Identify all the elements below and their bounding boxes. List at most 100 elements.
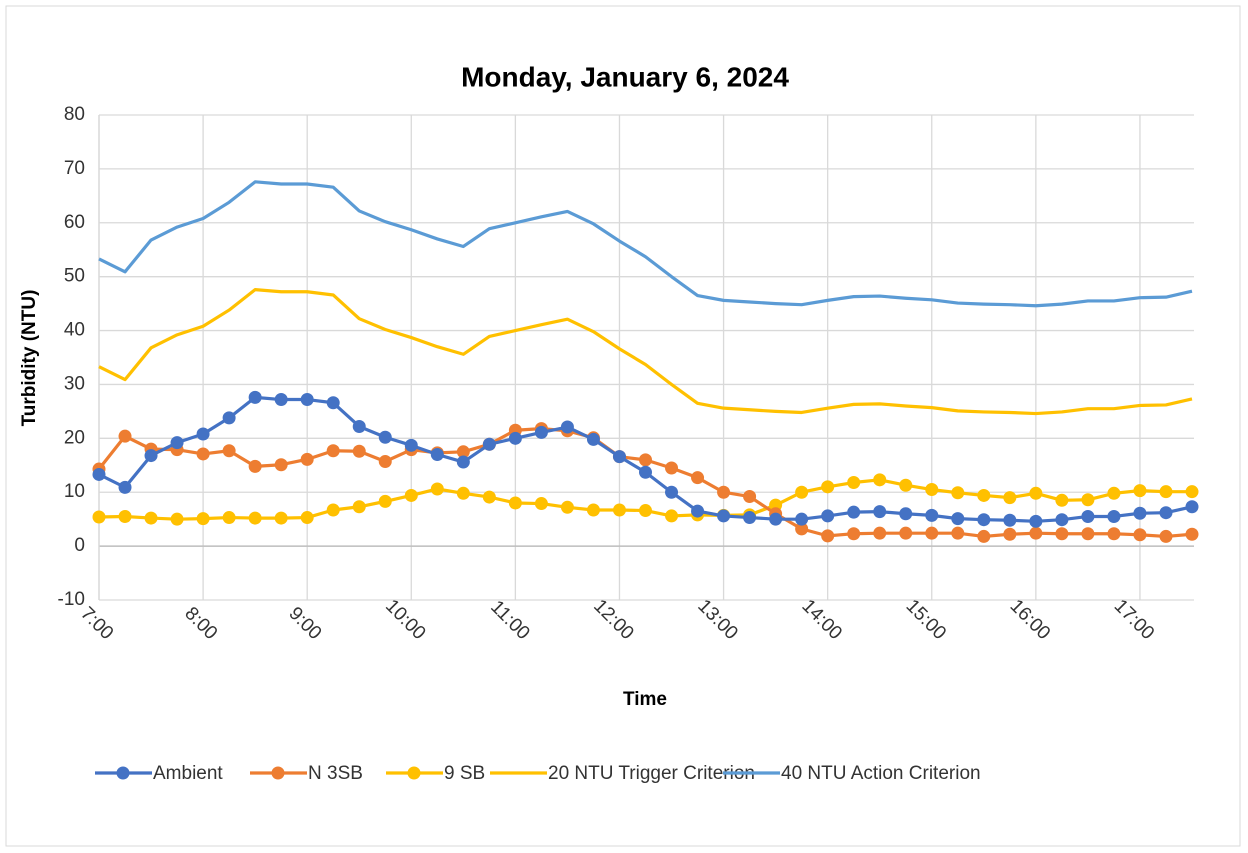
y-tick-label: -10 xyxy=(58,589,85,610)
series-marker xyxy=(821,480,835,494)
series-marker xyxy=(925,526,939,540)
series-marker xyxy=(899,526,913,540)
series-marker xyxy=(326,396,340,410)
series-marker xyxy=(925,483,939,497)
series-marker xyxy=(404,438,418,452)
series-marker xyxy=(118,509,132,523)
series-marker xyxy=(769,512,783,526)
series-marker xyxy=(639,465,652,479)
series-marker xyxy=(1159,485,1173,499)
legend-label: 20 NTU Trigger Criterion xyxy=(548,763,755,784)
series-marker xyxy=(482,490,496,504)
series-marker xyxy=(378,494,392,508)
series-marker xyxy=(821,529,835,543)
series-marker xyxy=(404,488,418,502)
series-marker xyxy=(92,467,106,481)
series-marker xyxy=(639,453,652,467)
series-marker xyxy=(951,486,965,500)
series-marker xyxy=(430,482,444,496)
series-marker xyxy=(326,503,340,517)
series-marker xyxy=(743,490,757,504)
series-marker xyxy=(717,509,731,523)
series-marker xyxy=(873,505,887,519)
chart-border xyxy=(5,5,1241,847)
series-marker xyxy=(847,476,861,490)
series-marker xyxy=(274,393,288,407)
series-marker xyxy=(1133,506,1147,520)
series-marker xyxy=(691,471,705,485)
series-marker xyxy=(508,431,522,445)
series-marker xyxy=(977,513,991,527)
series-marker xyxy=(534,497,548,511)
series-marker xyxy=(977,529,991,543)
series-marker xyxy=(873,473,887,487)
series-marker xyxy=(170,436,184,450)
legend-marker xyxy=(116,766,130,780)
series-marker xyxy=(795,485,809,499)
series-marker xyxy=(456,455,470,469)
series-marker xyxy=(847,527,861,541)
legend-label: Ambient xyxy=(153,763,223,784)
series-marker xyxy=(1003,527,1017,541)
series-marker xyxy=(899,478,913,492)
series-marker xyxy=(456,486,470,500)
series-marker xyxy=(795,522,809,536)
series-marker xyxy=(717,485,731,499)
chart-title: Monday, January 6, 2024 xyxy=(461,61,789,92)
series-marker xyxy=(1185,485,1199,499)
series-marker xyxy=(92,510,106,524)
legend-label: N 3SB xyxy=(308,763,363,784)
series-marker xyxy=(274,511,288,525)
series-marker xyxy=(196,447,210,461)
series-marker xyxy=(1185,527,1199,541)
series-marker xyxy=(665,485,679,499)
series-marker xyxy=(378,455,392,469)
series-marker xyxy=(118,480,132,494)
series-marker xyxy=(196,427,210,441)
series-marker xyxy=(222,411,236,425)
series-marker xyxy=(196,512,210,526)
series-marker xyxy=(951,526,965,540)
series-marker xyxy=(1055,513,1069,527)
series-marker xyxy=(560,420,574,434)
y-tick-label: 0 xyxy=(74,535,85,556)
series-marker xyxy=(352,419,366,433)
series-marker xyxy=(586,503,600,517)
series-marker xyxy=(1107,509,1121,523)
series-marker xyxy=(899,507,913,521)
series-marker xyxy=(1159,506,1173,520)
series-marker xyxy=(1107,486,1121,500)
series-marker xyxy=(456,445,470,459)
y-tick-label: 70 xyxy=(64,158,85,179)
series-marker xyxy=(925,508,939,522)
series-marker xyxy=(300,452,314,466)
series-marker xyxy=(300,393,314,407)
series-marker xyxy=(170,512,184,526)
series-marker xyxy=(248,511,262,525)
legend-marker xyxy=(407,766,421,780)
series-marker xyxy=(665,461,679,475)
series-marker xyxy=(1055,527,1069,541)
y-tick-label: 30 xyxy=(64,373,85,394)
series-marker xyxy=(1107,527,1121,541)
series-marker xyxy=(378,430,392,444)
series-marker xyxy=(612,450,626,464)
y-axis-label: Turbidity (NTU) xyxy=(19,290,40,427)
legend-label: 9 SB xyxy=(444,763,485,784)
series-marker xyxy=(1133,528,1147,542)
series-marker xyxy=(1029,486,1043,500)
y-tick-label: 60 xyxy=(64,212,85,233)
series-marker xyxy=(795,512,809,526)
series-marker xyxy=(1003,491,1017,505)
series-marker xyxy=(639,504,652,518)
series-marker xyxy=(1133,484,1147,498)
series-marker xyxy=(118,429,132,443)
series-marker xyxy=(248,390,262,404)
y-tick-label: 40 xyxy=(64,320,85,341)
legend-label: 40 NTU Action Criterion xyxy=(781,763,981,784)
series-marker xyxy=(248,459,262,473)
y-tick-label: 80 xyxy=(64,104,85,125)
series-marker xyxy=(821,509,835,523)
series-marker xyxy=(560,500,574,514)
